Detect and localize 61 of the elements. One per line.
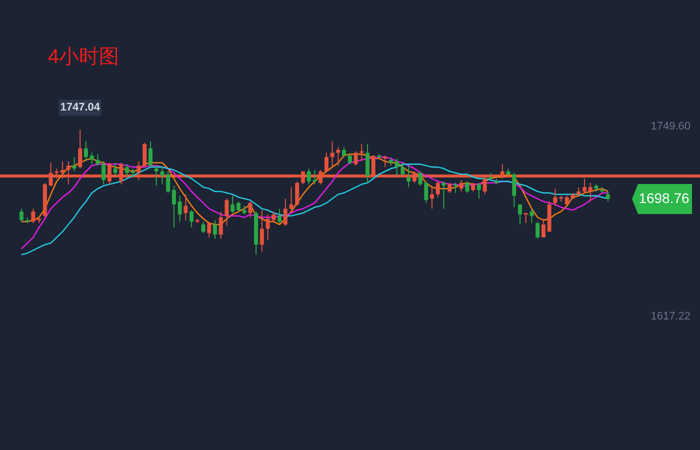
candlestick	[190, 210, 194, 228]
candlestick	[365, 144, 370, 184]
candlestick	[178, 195, 182, 222]
candlestick	[72, 156, 76, 172]
candlestick	[90, 152, 94, 165]
candlestick	[476, 182, 481, 200]
candlestick	[348, 154, 352, 165]
candlestick	[230, 195, 235, 214]
candlestick	[125, 164, 130, 176]
y-tick-label: 1749.60	[650, 120, 690, 133]
candlestick	[295, 180, 300, 206]
y-tick-label: 1617.22	[650, 310, 690, 323]
candlestick	[201, 221, 206, 234]
candlestick	[19, 208, 24, 222]
candlestick	[148, 140, 152, 168]
candlestick	[31, 208, 36, 224]
candlestick	[406, 165, 411, 188]
candlestick	[436, 180, 440, 198]
candlestick	[512, 172, 516, 208]
candlestick	[354, 150, 358, 166]
candlestick	[278, 208, 282, 224]
text: 1698.76	[638, 190, 690, 206]
candlestick	[224, 198, 229, 226]
candlestick	[160, 166, 164, 185]
candlestick	[541, 218, 546, 238]
candlestick	[207, 222, 212, 238]
candlestick	[400, 164, 405, 176]
candlestick	[142, 142, 147, 168]
candlestick	[166, 170, 170, 194]
candlestick	[588, 182, 592, 202]
annotation: 1747.04	[60, 102, 101, 114]
candlestick	[430, 186, 434, 210]
candlestick	[113, 162, 118, 176]
candlestick	[536, 221, 540, 240]
text: 4小时图	[48, 46, 120, 68]
candlestick	[289, 186, 294, 211]
candlestick	[606, 190, 610, 202]
candlestick	[102, 160, 106, 185]
candlestick	[459, 180, 464, 192]
candlestick	[154, 165, 158, 186]
candlestick	[84, 140, 88, 162]
candlestick	[530, 208, 534, 224]
candlestick	[283, 198, 288, 226]
candlestick	[553, 188, 558, 206]
candlestick	[248, 201, 252, 218]
candlestick	[218, 211, 223, 240]
candlestick	[236, 201, 240, 212]
candlestick	[448, 182, 452, 194]
candlestick	[330, 140, 334, 168]
candlestick	[518, 204, 522, 225]
candlestick	[524, 212, 528, 224]
candlestick	[78, 129, 82, 170]
candlestick	[394, 158, 399, 176]
candlestick	[96, 154, 100, 166]
candlestick	[342, 146, 346, 158]
candlestick	[172, 185, 176, 228]
candlestick	[213, 220, 218, 240]
candlestick	[260, 210, 264, 252]
candlestick	[383, 155, 388, 168]
candlestick	[184, 194, 188, 221]
candlestick	[465, 180, 470, 194]
